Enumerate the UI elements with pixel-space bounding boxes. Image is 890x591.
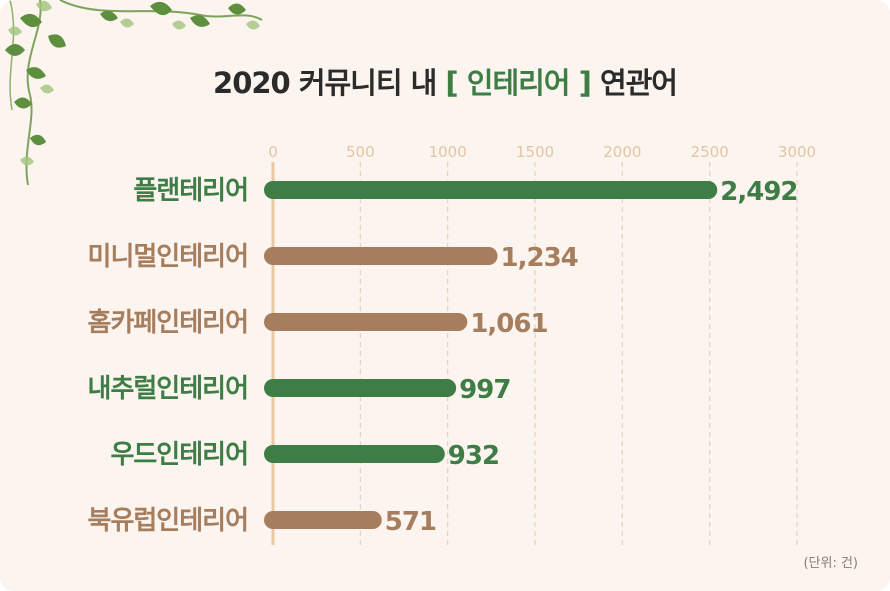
data-label: 997 (459, 375, 510, 405)
chart-title: 2020 커뮤니티 내 [ 인테리어 ] 연관어 (205, 58, 685, 104)
x-tick-label: 0 (268, 143, 278, 161)
category-label: 내추럴인테리어 (88, 374, 248, 404)
category-label: 미니멀인테리어 (88, 242, 248, 272)
title-highlight: [ 인테리어 ] (445, 66, 591, 100)
data-label: 1,061 (470, 309, 547, 339)
title-prefix: 2020 커뮤니티 내 (213, 66, 446, 100)
unit-label: (단위: 건) (803, 556, 858, 571)
category-label: 북유럽인테리어 (88, 506, 248, 536)
category-label: 우드인테리어 (110, 440, 248, 470)
x-tick-label: 3000 (778, 143, 816, 161)
title-suffix: 연관어 (590, 66, 678, 100)
x-tick-label: 2000 (603, 143, 641, 161)
data-label: 2,492 (720, 177, 797, 207)
x-tick-label: 500 (346, 143, 375, 161)
chart-title-container: 2020 커뮤니티 내 [ 인테리어 ] 연관어 (0, 58, 890, 104)
x-tick-label: 1500 (516, 143, 554, 161)
category-label: 홈카페인테리어 (88, 308, 248, 338)
data-label: 932 (448, 441, 499, 471)
data-label: 571 (385, 507, 436, 537)
x-tick-label: 1000 (429, 143, 467, 161)
category-label: 플랜테리어 (133, 176, 248, 206)
vine-leaves-decoration (5, 0, 263, 186)
data-label: 1,234 (501, 243, 578, 273)
x-tick-label: 2500 (691, 143, 729, 161)
